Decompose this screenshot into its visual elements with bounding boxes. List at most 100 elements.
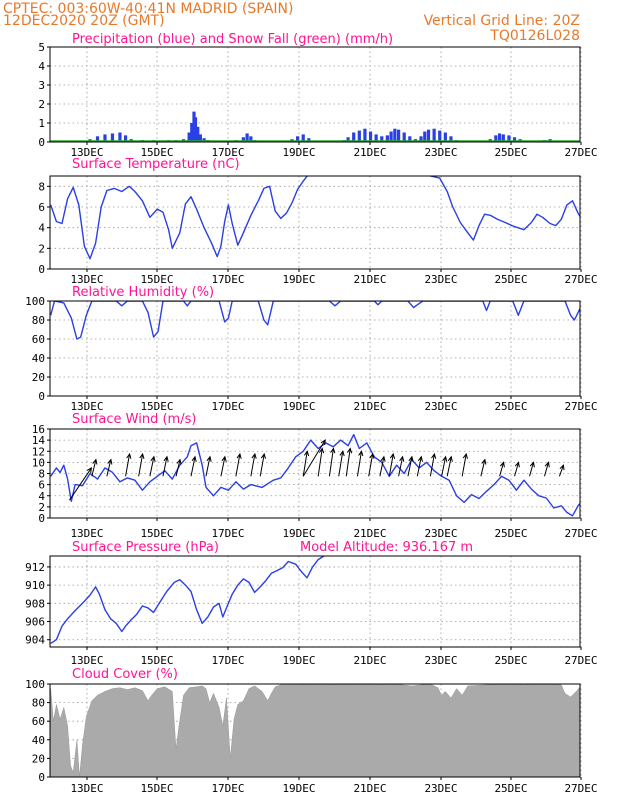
wind-ytick-label: 6 bbox=[38, 479, 45, 492]
precipitation-bar bbox=[501, 134, 505, 142]
wind-arrow-head bbox=[544, 461, 550, 468]
precipitation-title: Precipitation (blue) and Snow Fall (gree… bbox=[72, 32, 393, 47]
wind-arrow bbox=[91, 459, 97, 477]
wind-arrow bbox=[441, 456, 447, 477]
cloud-cover-xtick-label: 25DEC bbox=[494, 782, 527, 795]
temperature-xtick-label: 21DEC bbox=[353, 273, 386, 286]
precipitation-bar bbox=[393, 128, 397, 142]
pressure-ytick-label: 908 bbox=[25, 597, 45, 610]
wind-arrow-head bbox=[417, 455, 423, 462]
temperature-ytick-label: 8 bbox=[38, 180, 45, 193]
wind-arrow bbox=[302, 439, 326, 477]
precipitation-bar bbox=[307, 138, 311, 142]
wind-xtick-label: 25DEC bbox=[494, 527, 527, 540]
precipitation-bar bbox=[123, 135, 128, 142]
wind-arrow bbox=[480, 459, 486, 477]
precipitation-bar bbox=[374, 134, 378, 142]
precipitation-bar bbox=[443, 132, 447, 142]
wind-arrow-head bbox=[431, 452, 437, 459]
precipitation-bar bbox=[352, 132, 356, 142]
cloud-cover-ytick-label: 20 bbox=[32, 752, 45, 765]
precipitation-ytick-label: 5 bbox=[38, 41, 45, 54]
wind-xtick-label: 21DEC bbox=[353, 527, 386, 540]
temperature-xtick-label: 15DEC bbox=[140, 273, 173, 286]
precipitation-ytick-label: 4 bbox=[38, 60, 45, 73]
wind-ytick-label: 10 bbox=[32, 456, 45, 469]
cloud-cover-frame bbox=[49, 683, 581, 778]
precipitation-bar bbox=[507, 135, 511, 142]
cloud-cover-xtick-label: 21DEC bbox=[353, 782, 386, 795]
cloud-cover-area bbox=[50, 683, 581, 778]
humidity-xtick-label: 25DEC bbox=[494, 400, 527, 413]
pressure-ytick-label: 910 bbox=[25, 579, 45, 592]
pressure-ytick-label: 912 bbox=[25, 561, 45, 574]
wind-arrow bbox=[388, 453, 394, 477]
wind-ytick-label: 2 bbox=[38, 501, 45, 514]
temperature-xtick-label: 19DEC bbox=[282, 273, 315, 286]
header-grid-line: Vertical Grid Line: 20Z bbox=[424, 13, 580, 29]
wind-arrow-head bbox=[408, 455, 414, 462]
precipitation-xtick-label: 21DEC bbox=[353, 146, 386, 159]
wind-arrow bbox=[149, 456, 155, 477]
humidity-ytick-label: 60 bbox=[32, 333, 45, 346]
cloud-cover-ytick-label: 60 bbox=[32, 715, 45, 728]
humidity-ytick-label: 80 bbox=[32, 314, 45, 327]
precipitation-bar bbox=[193, 117, 198, 142]
wind-arrow-head bbox=[191, 455, 197, 462]
precipitation-bar bbox=[296, 136, 300, 142]
wind-arrow-head bbox=[320, 439, 326, 446]
pressure-title: Surface Pressure (hPa) bbox=[72, 540, 219, 555]
wind-arrow bbox=[220, 456, 226, 477]
wind-arrow bbox=[338, 451, 344, 477]
temperature-panel: 0 2 4 6 8 13DEC 15DEC 17DEC 19DEC 21DEC 23DEC 25DEC… bbox=[38, 175, 598, 286]
precipitation-bar bbox=[389, 131, 393, 142]
wind-arrow bbox=[125, 453, 131, 477]
precipitation-bar bbox=[110, 133, 115, 142]
precipitation-bar bbox=[198, 134, 202, 142]
humidity-panel: 0 20 40 60 80 100 13DEC 15DEC 17DEC 19DEC 21DEC 23D… bbox=[25, 295, 597, 413]
precipitation-bar bbox=[245, 133, 249, 142]
temperature-line bbox=[50, 176, 580, 260]
humidity-line bbox=[50, 301, 580, 340]
temperature-xtick-label: 25DEC bbox=[494, 273, 527, 286]
humidity-ytick-label: 0 bbox=[38, 390, 45, 403]
precipitation-bar bbox=[402, 132, 406, 142]
humidity-title: Relative Humidity (%) bbox=[72, 285, 214, 300]
temperature-frame bbox=[49, 175, 581, 270]
wind-arrow bbox=[356, 451, 362, 477]
precipitation-ytick-label: 0 bbox=[38, 136, 45, 149]
precipitation-bar bbox=[368, 131, 373, 142]
pressure-xtick-label: 23DEC bbox=[424, 654, 457, 667]
wind-arrow-head bbox=[447, 455, 453, 462]
wind-arrows bbox=[69, 439, 565, 501]
precipitation-bar bbox=[346, 137, 350, 142]
cloud-cover-ytick-label: 80 bbox=[32, 697, 45, 710]
cloud-cover-xtick-label: 17DEC bbox=[211, 782, 244, 795]
wind-line bbox=[50, 433, 580, 517]
wind-arrow bbox=[398, 456, 404, 477]
temperature-ytick-label: 4 bbox=[38, 222, 45, 235]
precipitation-panel: 0 1 2 3 4 5 13DEC 15DEC 17DEC 19DEC 21DEC 23DEC 25DE… bbox=[38, 41, 597, 159]
precipitation-bar bbox=[301, 134, 305, 142]
wind-arrow-head bbox=[399, 455, 405, 462]
header-date: 12DEC2020 20Z (GMT) bbox=[3, 13, 165, 29]
precipitation-ytick-label: 3 bbox=[38, 79, 45, 92]
precipitation-xtick-label: 15DEC bbox=[140, 146, 173, 159]
wind-ytick-label: 14 bbox=[32, 434, 46, 447]
precipitation-xtick-label: 13DEC bbox=[70, 146, 103, 159]
precipitation-bar bbox=[385, 135, 389, 142]
cloud-cover-xtick-label: 23DEC bbox=[424, 782, 457, 795]
wind-arrow-head bbox=[236, 452, 242, 459]
cloud-cover-xtick-label: 13DEC bbox=[70, 782, 103, 795]
precipitation-bar bbox=[497, 133, 502, 142]
wind-arrow-head bbox=[481, 458, 487, 465]
wind-arrow-head bbox=[380, 455, 386, 462]
wind-arrow-head bbox=[358, 450, 364, 457]
wind-arrow bbox=[328, 448, 334, 477]
wind-arrow-head bbox=[442, 455, 448, 462]
temperature-xtick-label: 17DEC bbox=[211, 273, 244, 286]
wind-arrow-head bbox=[251, 452, 257, 459]
wind-xtick-label: 13DEC bbox=[70, 527, 103, 540]
wind-arrow-head bbox=[150, 455, 156, 462]
